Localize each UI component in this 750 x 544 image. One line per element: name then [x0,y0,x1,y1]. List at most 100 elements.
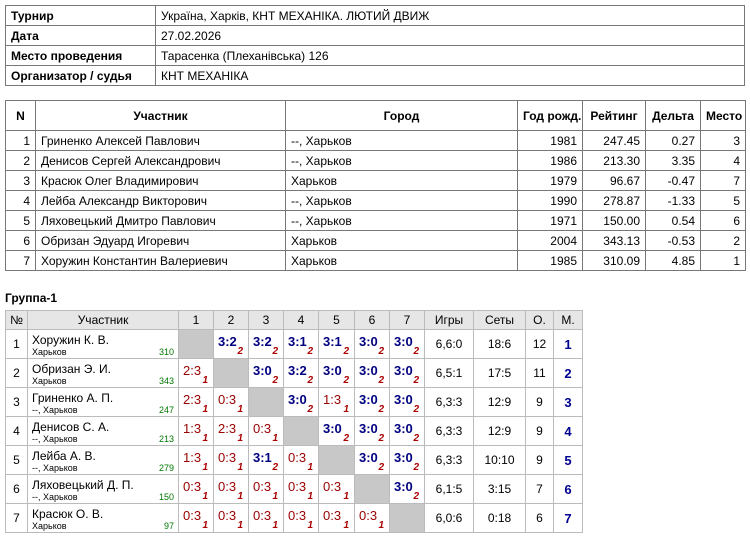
participant-row: 4 Лейба Александр Викторович --, Харьков 19… [5,190,746,211]
games: 6,5:1 [424,358,474,388]
games: 6,3:3 [424,387,474,417]
column-header: 6 [354,310,390,330]
match-points: 1 [202,404,208,415]
match-points: 1 [237,520,243,531]
result-cell: 3:0 2 [354,329,390,359]
place: 1 [553,329,583,359]
match-points: 1 [202,462,208,473]
result-cell: 3:1 2 [318,329,355,359]
match-points: 1 [202,375,208,386]
group-title: Группа-1 [5,291,58,305]
cell: 2 [700,230,746,251]
match-points: 2 [272,462,278,473]
match-points: 2 [413,433,419,444]
player-name: Красюк О. В. [32,507,104,521]
diagonal-cell [213,358,249,388]
cell: 2 [5,150,36,171]
result-cell: 3:0 2 [354,445,390,475]
player-name: Гриненко А. П. [32,391,114,405]
cell: 3 [700,130,746,151]
match-score: 0:3 [218,508,237,523]
games: 6,3:3 [424,445,474,475]
column-header: Дельта [645,100,701,131]
match-points: 1 [237,462,243,473]
group-row: 1 Хоружин К. В. Харьков 310 3:2 2 3:2 2 3:1 2 3:1 2… [5,329,583,359]
participant-row: 5 Ляховецький Дмитро Павлович --, Харьков 1… [5,210,746,231]
match-score: 3:1 [253,450,272,465]
match-points: 2 [343,433,349,444]
match-points: 2 [413,375,419,386]
match-points: 1 [343,404,349,415]
result-cell: 1:3 1 [178,416,214,446]
match-score: 2:3 [183,392,202,407]
column-header: Участник [27,310,179,330]
points: 11 [525,358,554,388]
group-row: 6 Ляховецький Д. П. --, Харьков 150 0:3 1 0:3 1… [5,474,583,504]
match-score: 0:3 [218,479,237,494]
participant-row: 6 Обризан Эдуард Игоревич Харьков 2004 343.1… [5,230,746,251]
sets: 12:9 [473,416,526,446]
column-header: N [5,100,36,131]
match-score: 1:3 [183,421,202,436]
match-points: 2 [378,346,384,357]
place: 6 [553,474,583,504]
match-score: 0:3 [288,450,307,465]
result-cell: 0:3 1 [318,503,355,533]
player-cell: Хоружин К. В. Харьков 310 [27,329,179,359]
place: 7 [553,503,583,533]
result-cell: 2:3 1 [178,358,214,388]
match-points: 2 [413,404,419,415]
result-cell: 3:0 2 [389,474,425,504]
match-score: 3:0 [288,392,307,407]
match-points: 1 [307,462,313,473]
match-points: 1 [272,520,278,531]
player-city: Харьков [32,347,67,357]
cell: 1971 [517,210,583,231]
info-label: Организатор / судья [5,65,156,86]
header-row: № Участник 1 2 3 4 5 6 7 Игры Сеты О. М. [5,310,583,330]
match-points: 2 [343,375,349,386]
player-city: --, Харьков [32,434,78,444]
player-rating: 247 [158,405,174,415]
match-score: 3:0 [323,421,342,436]
info-label: Место проведения [5,45,156,66]
result-cell: 3:0 2 [354,416,390,446]
cell: 3.35 [645,150,701,171]
match-score: 3:0 [394,392,413,407]
match-points: 1 [307,491,313,502]
column-header: Год рожд. [517,100,583,131]
info-row: Организатор / судья КНТ МЕХАНІКА [5,65,745,86]
row-number: 6 [5,474,28,504]
result-cell: 0:3 1 [283,474,319,504]
cell: 1990 [517,190,583,211]
player-rating: 310 [158,347,174,357]
match-points: 2 [307,375,313,386]
result-cell: 3:0 2 [318,416,355,446]
info-label: Турнир [5,5,156,26]
match-score: 3:2 [288,363,307,378]
player-name: Хоружин К. В. [32,333,109,347]
result-cell: 3:0 2 [318,358,355,388]
player-rating: 343 [158,376,174,386]
match-score: 0:3 [218,450,237,465]
cell: -1.33 [645,190,701,211]
result-cell: 2:3 1 [178,387,214,417]
participant-row: 7 Хоружин Константин Валериевич Харьков 198… [5,250,746,271]
sets: 3:15 [473,474,526,504]
points: 9 [525,445,554,475]
result-cell: 0:3 1 [178,474,214,504]
cell: --, Харьков [285,210,518,231]
match-score: 3:0 [359,363,378,378]
column-header: 7 [389,310,425,330]
match-points: 1 [202,433,208,444]
sets: 18:6 [473,329,526,359]
header-row: N Участник Город Год рожд. Рейтинг Дельта Мест… [5,100,746,131]
match-points: 2 [413,462,419,473]
diagonal-cell [318,445,355,475]
match-score: 3:0 [359,450,378,465]
participant-row: 3 Красюк Олег Владимирович Харьков 1979 96.6… [5,170,746,191]
match-score: 3:0 [359,392,378,407]
match-points: 1 [272,433,278,444]
points: 9 [525,416,554,446]
diagonal-cell [283,416,319,446]
